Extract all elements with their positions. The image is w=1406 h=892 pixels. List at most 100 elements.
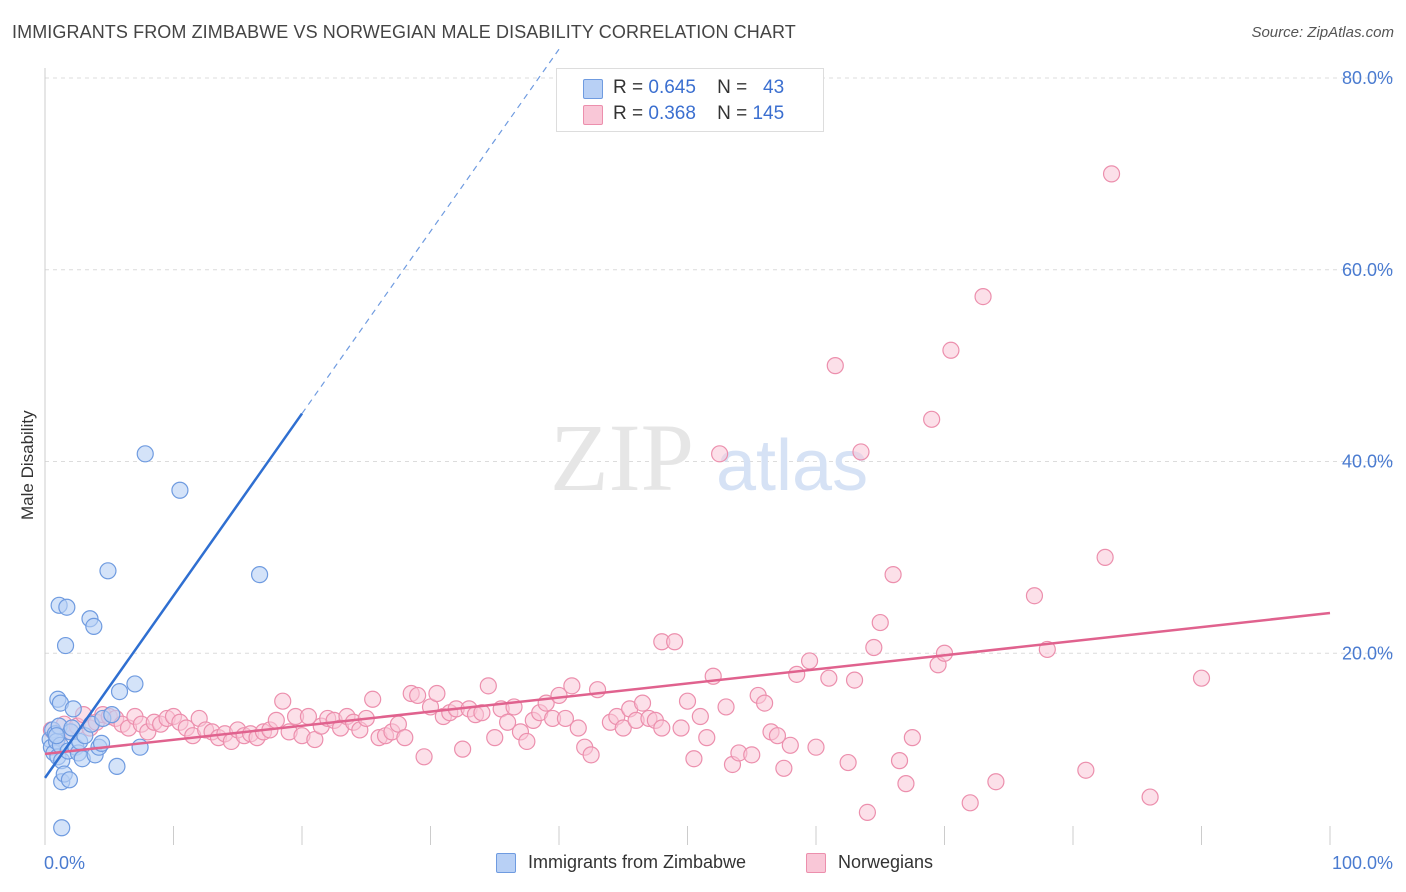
norwegians-point — [678, 692, 697, 710]
norwegians-point — [1077, 761, 1095, 779]
watermark-zip: ZIP — [550, 404, 694, 511]
legend-r-value: 0.368 — [648, 103, 696, 124]
axes — [44, 68, 1331, 845]
norwegians-point — [775, 759, 793, 777]
zimbabwe-point — [131, 738, 149, 756]
norwegians-point — [274, 692, 292, 710]
y-tick-label: 40.0% — [1342, 452, 1393, 472]
norwegians-point — [653, 719, 671, 737]
zimbabwe-point — [56, 636, 75, 655]
zimbabwe-point — [99, 562, 117, 580]
zimbabwe-point — [110, 682, 129, 701]
legend-n-value: 145 — [752, 103, 785, 124]
norwegians-point — [781, 736, 799, 754]
zimbabwe-point — [47, 727, 66, 745]
legend-n-label: N = — [717, 103, 748, 124]
norwegians-point — [884, 566, 902, 584]
norwegians-point — [1192, 669, 1211, 687]
norwegians-point — [871, 613, 889, 632]
norwegians-point — [788, 665, 806, 683]
norwegians-point — [743, 746, 761, 764]
norwegians-point — [672, 719, 690, 737]
zimbabwe-point — [103, 706, 121, 724]
norwegians-point — [1102, 165, 1121, 183]
zimbabwe-point — [250, 566, 269, 584]
legend-r-value: 0.645 — [648, 77, 696, 98]
zimbabwe-point — [85, 617, 103, 636]
chart-title: IMMIGRANTS FROM ZIMBABWE VS NORWEGIAN MA… — [12, 22, 796, 42]
norwegians-point — [691, 707, 709, 726]
norwegians-point — [858, 803, 877, 822]
legend-swatch-pink — [583, 105, 603, 125]
norwegians-point — [711, 445, 729, 463]
norwegians-point — [633, 694, 652, 712]
norwegians-point — [845, 671, 864, 689]
norwegians-point — [267, 711, 285, 729]
zimbabwe-point — [136, 445, 154, 463]
series-name: Norwegians — [838, 852, 934, 872]
watermark-atlas: atlas — [716, 426, 868, 506]
norwegians-point — [865, 638, 883, 657]
norwegians-point — [396, 729, 414, 747]
norwegians-point — [556, 709, 575, 728]
norwegians-trend-line — [44, 611, 1331, 756]
norwegians-point — [415, 748, 433, 766]
y-tick-label: 60.0% — [1342, 260, 1393, 280]
norwegians-point — [473, 704, 491, 722]
stats-legend: R = 0.645 N = 43 R = 0.368 N = 145 — [556, 68, 824, 132]
norwegians-point — [974, 287, 992, 306]
zimbabwe-point — [108, 757, 126, 775]
zimbabwe-point — [60, 771, 79, 789]
norwegians-point — [839, 753, 857, 772]
norwegians-point — [961, 794, 979, 812]
y-tick-label: 80.0% — [1342, 68, 1393, 88]
norwegians-point — [614, 719, 632, 737]
source-label: Source: ZipAtlas.com — [1251, 24, 1394, 41]
norwegians-point — [800, 652, 819, 670]
norwegians-point — [903, 729, 921, 747]
norwegians-point — [935, 644, 954, 662]
zimbabwe-point — [171, 481, 189, 499]
zimbabwe-point — [53, 819, 71, 837]
norwegians-point — [666, 633, 684, 651]
norwegians-point — [479, 677, 497, 695]
norwegians-point — [897, 775, 915, 793]
tick-labels: 20.0% 40.0% 60.0% 80.0% 0.0% 100.0% — [44, 68, 1393, 873]
norwegians-point — [588, 681, 607, 699]
series-name: Immigrants from Zimbabwe — [528, 852, 747, 872]
zimbabwe-trend-extension — [301, 48, 560, 414]
norwegians-point — [569, 719, 587, 737]
zimbabwe-points — [41, 445, 269, 837]
norwegians-point — [942, 341, 960, 359]
zimbabwe-point — [64, 700, 82, 718]
norwegians-point — [582, 746, 600, 764]
norwegians-point — [428, 684, 446, 703]
watermark: ZIP atlas — [550, 404, 868, 511]
grid-lines — [45, 77, 1395, 654]
norwegians-point — [826, 357, 844, 375]
norwegians-point — [499, 713, 517, 731]
legend-n-label: N = — [717, 77, 748, 98]
norwegians-point — [563, 677, 581, 695]
zimbabwe-point — [126, 675, 144, 693]
norwegians-point — [1141, 788, 1159, 806]
legend-n-value: 43 — [763, 77, 785, 98]
norwegians-point — [768, 727, 787, 745]
norwegians-point — [364, 690, 382, 708]
legend-swatch-blue — [496, 853, 516, 873]
legend-swatch-blue — [583, 79, 603, 99]
norwegians-point — [923, 410, 941, 428]
norwegians-point — [890, 752, 909, 770]
norwegians-point — [987, 773, 1005, 791]
x-tick-label: 0.0% — [44, 853, 85, 873]
y-axis-label: Male Disability — [18, 410, 37, 520]
norwegians-point — [409, 686, 427, 705]
norwegians-point — [820, 669, 838, 687]
norwegians-point — [685, 750, 703, 768]
y-axis-label-wrap: Male Disability — [18, 410, 38, 540]
norwegians-point — [717, 698, 735, 716]
zimbabwe-point — [58, 598, 76, 616]
legend-r-label: R = — [613, 103, 644, 124]
legend-swatch-pink — [806, 853, 826, 873]
